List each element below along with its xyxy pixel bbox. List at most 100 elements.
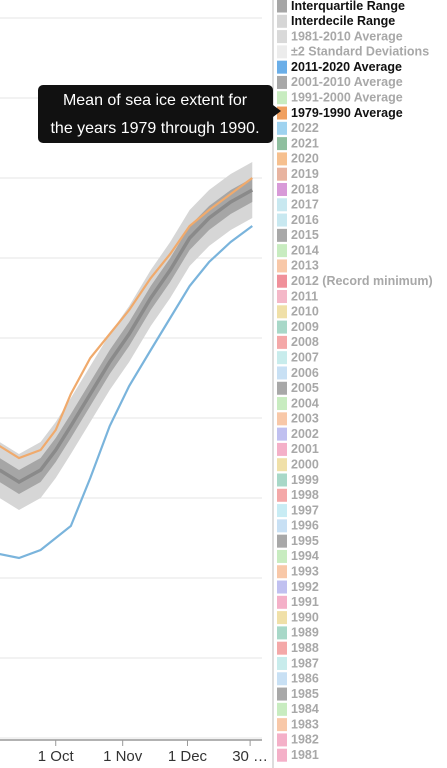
legend-label: Interquartile Range xyxy=(291,0,405,13)
legend-swatch[interactable] xyxy=(277,198,287,212)
legend-label: 2020 xyxy=(291,152,319,166)
x-tick-label: 30 … xyxy=(232,748,268,765)
legend-swatch[interactable] xyxy=(277,397,287,411)
legend-label: 2022 xyxy=(291,121,319,135)
legend-label: 1991-2000 Average xyxy=(291,91,403,105)
legend-label: 2012 (Record minimum) xyxy=(291,274,433,288)
legend-swatch[interactable] xyxy=(277,595,287,609)
legend-label: 2015 xyxy=(291,228,319,242)
legend-swatch[interactable] xyxy=(277,30,287,44)
legend-label: 1981-2010 Average xyxy=(291,29,403,43)
legend-swatch[interactable] xyxy=(277,641,287,655)
legend-label: 1982 xyxy=(291,733,319,747)
legend-swatch[interactable] xyxy=(277,228,287,242)
legend-swatch[interactable] xyxy=(277,305,287,319)
x-tick-label: 1 Dec xyxy=(168,748,208,765)
x-tick-label: 1 Oct xyxy=(38,748,75,765)
legend-swatch[interactable] xyxy=(277,320,287,334)
legend-swatch[interactable] xyxy=(277,473,287,487)
legend-label: 1988 xyxy=(291,641,319,655)
tooltip-text: Mean of sea ice extent for xyxy=(63,92,248,109)
median-line xyxy=(0,188,254,485)
legend-swatch[interactable] xyxy=(277,259,287,273)
legend-swatch[interactable] xyxy=(277,366,287,380)
legend-label: 1999 xyxy=(291,473,319,487)
legend-label: 2013 xyxy=(291,259,319,273)
legend-label: 2016 xyxy=(291,213,319,227)
legend-swatch[interactable] xyxy=(277,137,287,151)
legend-swatch[interactable] xyxy=(277,702,287,716)
legend-label: 1989 xyxy=(291,626,319,640)
legend-label: Interdecile Range xyxy=(291,14,395,28)
legend-label: 2005 xyxy=(291,381,319,395)
legend-swatch[interactable] xyxy=(277,121,287,135)
legend-label: ±2 Standard Deviations xyxy=(291,45,429,59)
legend-label: 1992 xyxy=(291,580,319,594)
legend-label: 1995 xyxy=(291,534,319,548)
legend-label: 2017 xyxy=(291,198,319,212)
legend-swatch[interactable] xyxy=(277,152,287,166)
legend-label: 1979-1990 Average xyxy=(291,106,403,120)
legend-swatch[interactable] xyxy=(277,106,287,120)
legend-swatch[interactable] xyxy=(277,488,287,502)
legend-swatch[interactable] xyxy=(277,381,287,395)
legend-swatch[interactable] xyxy=(277,290,287,304)
legend-swatch[interactable] xyxy=(277,565,287,579)
legend-swatch[interactable] xyxy=(277,182,287,196)
legend-swatch[interactable] xyxy=(277,580,287,594)
legend-label: 2011 xyxy=(291,289,318,303)
legend-swatch[interactable] xyxy=(277,504,287,518)
legend-swatch[interactable] xyxy=(277,213,287,227)
legend-label: 1990 xyxy=(291,610,319,624)
legend-label: 2003 xyxy=(291,412,319,426)
legend-swatch[interactable] xyxy=(277,427,287,441)
legend-label: 2007 xyxy=(291,350,319,364)
legend-label: 2006 xyxy=(291,366,319,380)
legend-label: 2010 xyxy=(291,305,319,319)
legend-label: 2019 xyxy=(291,167,319,181)
legend-swatch[interactable] xyxy=(277,748,287,762)
legend-label: 2021 xyxy=(291,136,319,150)
legend-swatch[interactable] xyxy=(277,718,287,732)
legend-label: 1997 xyxy=(291,503,319,517)
tooltip-box xyxy=(38,85,273,143)
tooltip-pointer xyxy=(273,105,281,117)
legend-swatch[interactable] xyxy=(277,687,287,701)
series-line xyxy=(0,177,253,460)
legend-label: 1983 xyxy=(291,717,319,731)
legend-swatch[interactable] xyxy=(277,519,287,533)
legend-swatch[interactable] xyxy=(277,14,287,28)
legend-swatch[interactable] xyxy=(277,412,287,426)
legend-swatch[interactable] xyxy=(277,60,287,74)
legend-label: 1998 xyxy=(291,488,319,502)
legend-swatch[interactable] xyxy=(277,672,287,686)
legend-swatch[interactable] xyxy=(277,442,287,456)
legend-label: 2009 xyxy=(291,320,319,334)
legend-label: 2000 xyxy=(291,457,319,471)
legend-label: 1985 xyxy=(291,687,319,701)
legend-label: 2004 xyxy=(291,396,319,410)
legend-swatch[interactable] xyxy=(277,534,287,548)
legend-label: 1996 xyxy=(291,519,319,533)
legend-swatch[interactable] xyxy=(277,244,287,258)
legend-swatch[interactable] xyxy=(277,458,287,472)
legend-label: 1991 xyxy=(291,595,319,609)
legend-swatch[interactable] xyxy=(277,351,287,365)
legend-swatch[interactable] xyxy=(277,45,287,59)
legend-swatch[interactable] xyxy=(277,274,287,288)
legend-swatch[interactable] xyxy=(277,733,287,747)
legend-swatch[interactable] xyxy=(277,0,287,13)
legend-swatch[interactable] xyxy=(277,626,287,640)
legend-swatch[interactable] xyxy=(277,656,287,670)
legend-swatch[interactable] xyxy=(277,611,287,625)
legend-label: 2001-2010 Average xyxy=(291,75,403,89)
legend-swatch[interactable] xyxy=(277,335,287,349)
legend-label: 2008 xyxy=(291,335,319,349)
legend-swatch[interactable] xyxy=(277,91,287,105)
legend-swatch[interactable] xyxy=(277,167,287,181)
legend-label: 1986 xyxy=(291,672,319,686)
legend-swatch[interactable] xyxy=(277,549,287,563)
legend-swatch[interactable] xyxy=(277,75,287,89)
